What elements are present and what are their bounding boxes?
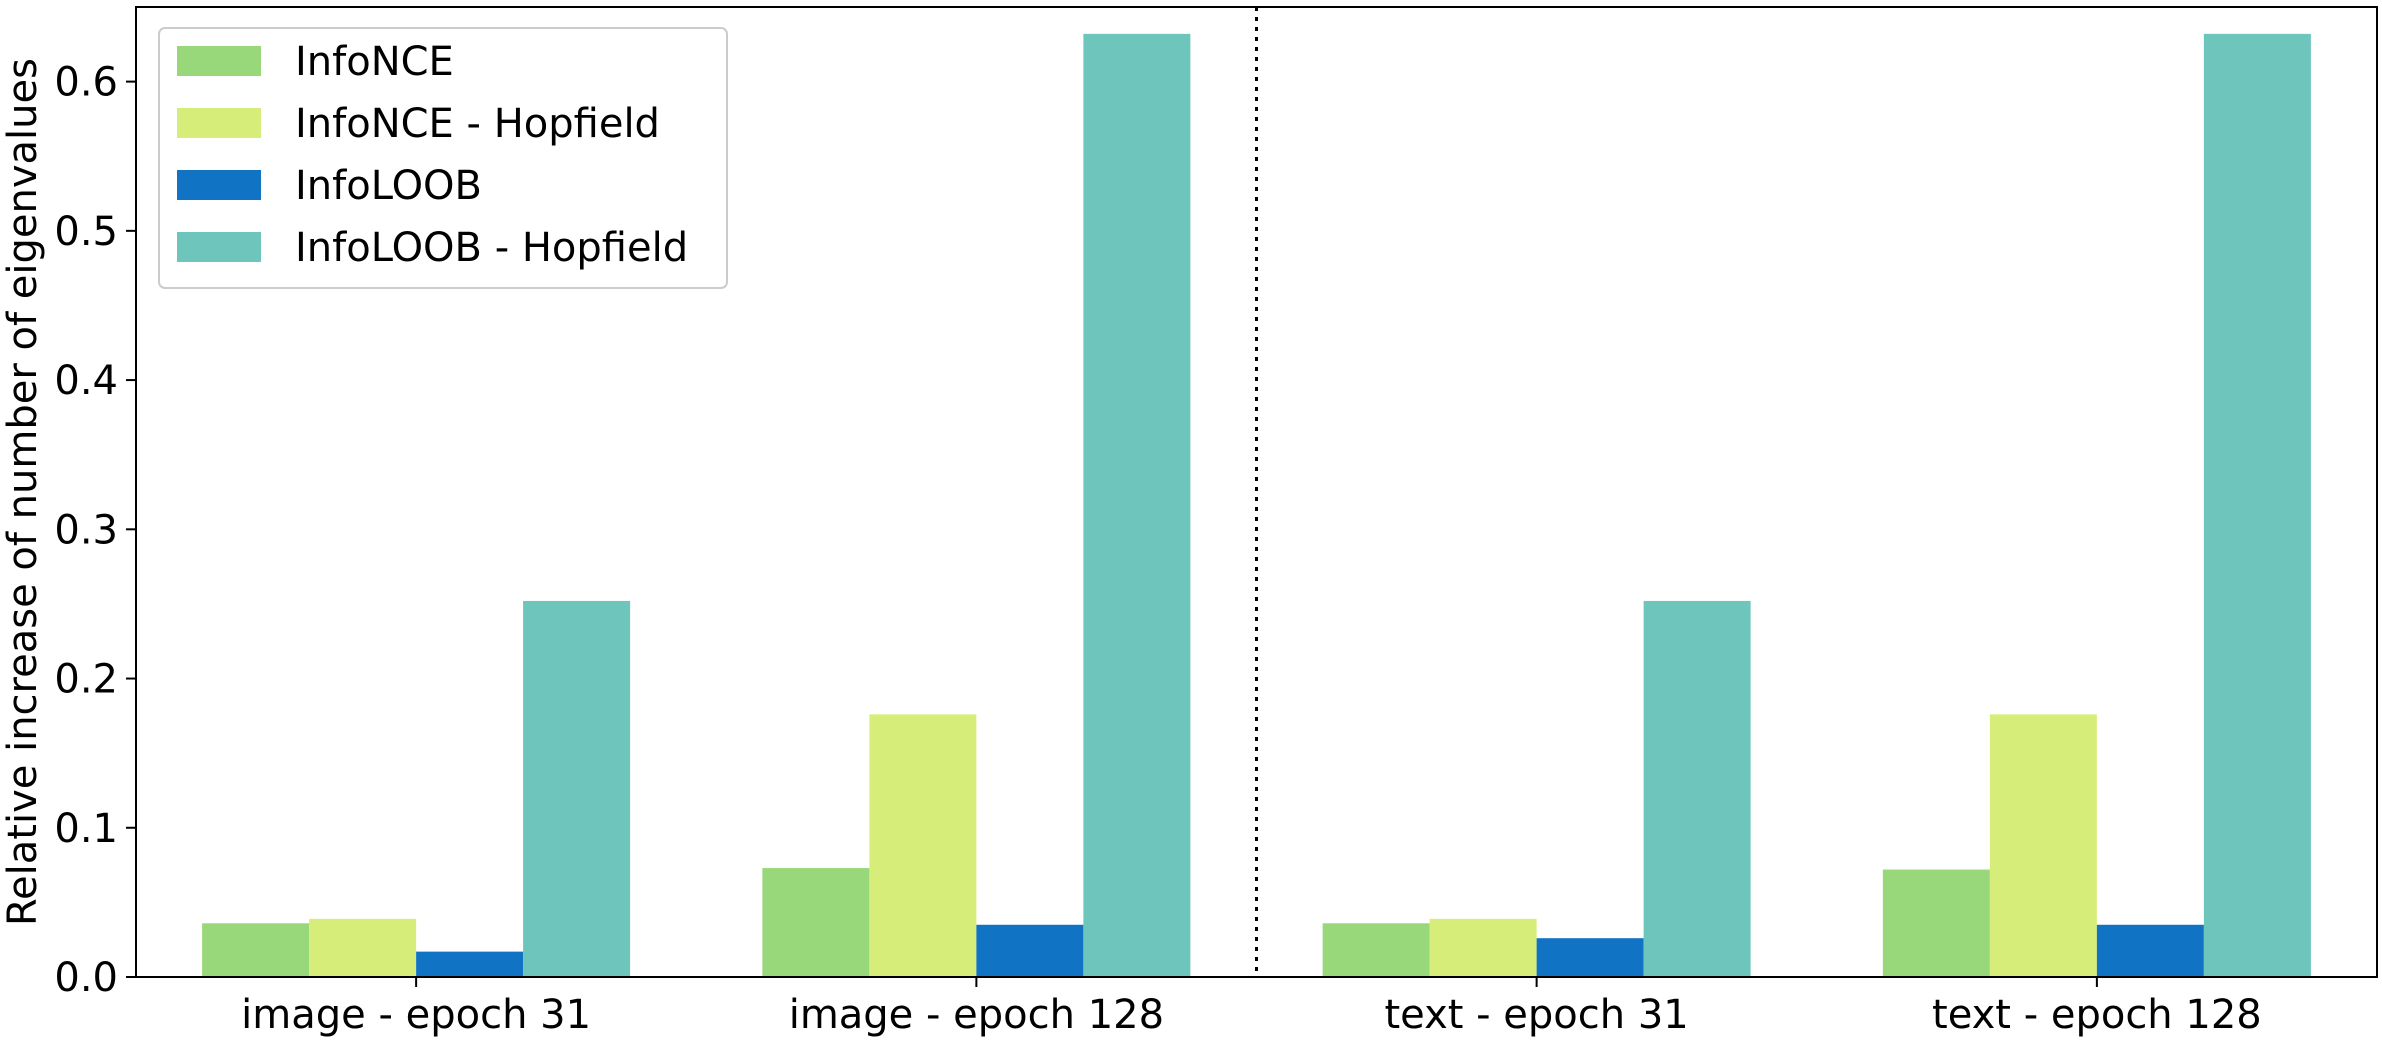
- bar-infonce-hopfield-2: [1429, 918, 1537, 977]
- x-tick-label: text - epoch 128: [1932, 992, 2262, 1038]
- y-tick-label: 0.5: [54, 209, 118, 255]
- bar-infoloob-2: [1536, 938, 1644, 977]
- bar-infoloob-1: [976, 924, 1084, 977]
- legend-swatch: [177, 46, 261, 76]
- bar-infonce-1: [762, 868, 870, 977]
- bar-infonce-2: [1322, 923, 1430, 977]
- legend-label: InfoLOOB - Hopfield: [295, 225, 688, 271]
- bar-infoloob-0: [416, 951, 524, 977]
- x-tick-label: image - epoch 31: [241, 992, 591, 1038]
- legend-label: InfoNCE: [295, 39, 454, 85]
- bar-infonce-0: [202, 923, 310, 977]
- bar-infoloob-3: [2096, 924, 2204, 977]
- x-axis-ticks: image - epoch 31 image - epoch 128 text - …: [241, 977, 2262, 1038]
- legend-label: InfoNCE - Hopfield: [295, 101, 660, 147]
- x-tick-label: image - epoch 128: [789, 992, 1164, 1038]
- legend-swatch: [177, 170, 261, 200]
- bar-infonce-hopfield-0: [309, 918, 417, 977]
- bar-infonce-hopfield-3: [1989, 714, 2097, 977]
- x-tick-label: text - epoch 31: [1385, 992, 1689, 1038]
- bar-infoloob-hopfield-1: [1083, 33, 1191, 978]
- bar-infoloob-hopfield-2: [1643, 600, 1751, 977]
- legend: InfoNCE InfoNCE - Hopfield InfoLOOB InfoLOO…: [158, 27, 728, 289]
- bar-infonce-3: [1882, 869, 1990, 977]
- y-axis-label: Relative increase of number of eigenvalu…: [0, 58, 46, 926]
- bar-infoloob-hopfield-3: [2203, 33, 2311, 978]
- y-tick-label: 0.6: [54, 60, 118, 106]
- bar-infoloob-hopfield-0: [523, 600, 631, 977]
- legend-label: InfoLOOB: [295, 163, 482, 209]
- legend-swatch: [177, 108, 261, 138]
- legend-swatch: [177, 232, 261, 262]
- legend-box: [158, 27, 728, 289]
- bars-layer: [202, 33, 2311, 978]
- y-tick-label: 0.2: [54, 657, 118, 703]
- y-tick-label: 0.3: [54, 507, 118, 553]
- bar-infonce-hopfield-1: [869, 714, 977, 977]
- y-axis-ticks: 0.0 0.1 0.2 0.3 0.4 0.5 0.6: [54, 60, 136, 1001]
- plot-frame: [135, 6, 2378, 978]
- y-tick-label: 0.4: [54, 358, 118, 404]
- y-tick-label: 0.0: [54, 955, 118, 1001]
- y-tick-label: 0.1: [54, 806, 118, 852]
